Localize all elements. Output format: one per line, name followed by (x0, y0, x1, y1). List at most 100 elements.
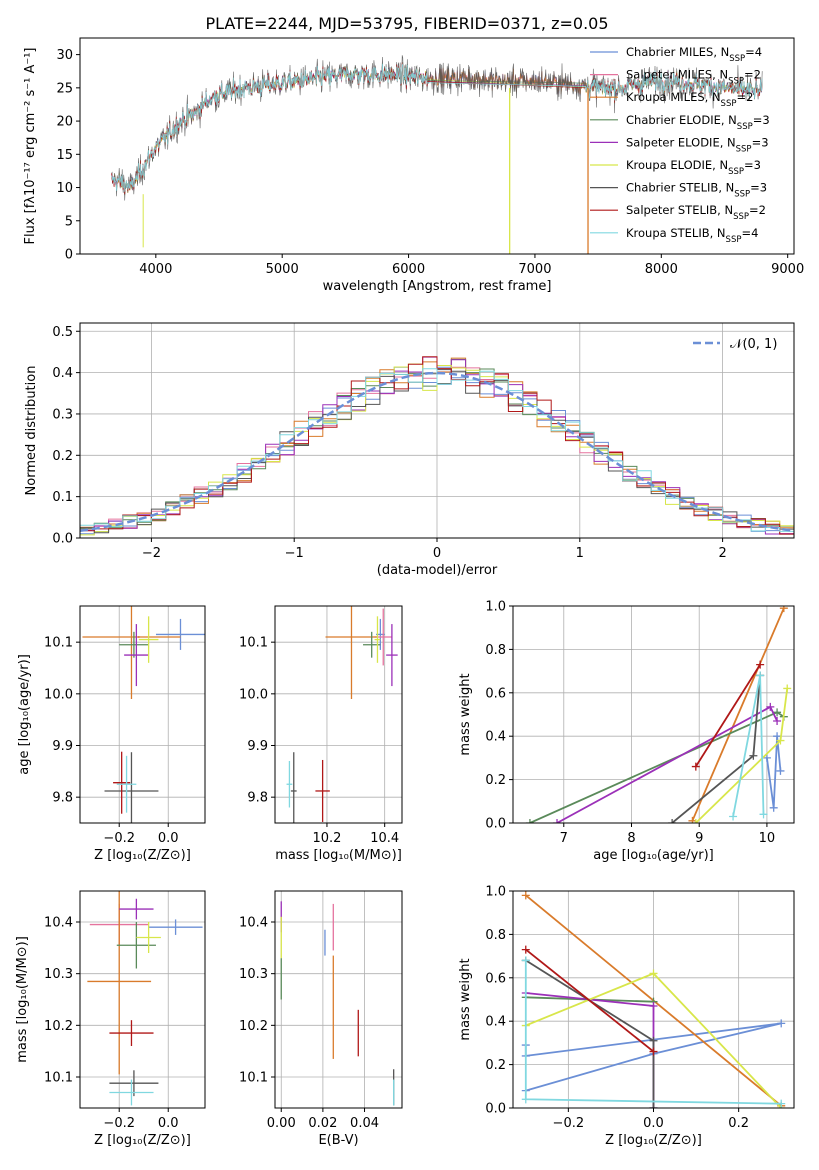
legend-name: Salpeter ELODIE, N (626, 135, 736, 149)
axes-frame (79, 322, 795, 539)
y-tick-label: 0.5 (52, 325, 73, 340)
legend-name: Kroupa STELIB, N (626, 226, 726, 240)
y-tick-label: 9.8 (52, 791, 73, 806)
x-tick-label: 2 (718, 546, 726, 561)
x-tick-label: −0.2 (553, 1116, 585, 1131)
weight-series (521, 945, 658, 1056)
y-tick-label: 0.8 (485, 928, 506, 943)
error-bar-point (119, 631, 149, 658)
legend-entry: Chabrier MILES, NSSP=4 (626, 45, 762, 64)
axes-frame (79, 605, 206, 824)
x-tick-label: −1 (285, 546, 304, 561)
y-tick-label: 10.1 (44, 636, 73, 651)
y-tick-label: 0 (65, 248, 73, 263)
y-tick-label: 9.9 (52, 739, 73, 754)
plus-marker (649, 969, 658, 978)
plus-marker (521, 891, 530, 900)
error-bar-point (116, 755, 137, 813)
histogram-step (80, 368, 794, 532)
y-tick-label: 30 (56, 48, 73, 63)
plus-marker (776, 766, 785, 775)
x-tick-label: 7 (560, 831, 568, 846)
x-tick-label: 6000 (392, 262, 425, 277)
x-tick-label: 10 (759, 831, 776, 846)
y-tick-label: 0.0 (485, 817, 506, 832)
plus-marker (773, 732, 782, 741)
weight-series (729, 671, 768, 821)
x-axis-label: Z [log₁₀(Z/Z⊙)] (94, 1133, 191, 1148)
y-tick-label: 1.0 (485, 885, 506, 900)
error-bar-point (148, 919, 203, 935)
y-tick-label: 10.1 (239, 1071, 268, 1086)
x-axis-label: Z [log₁₀(Z/Z⊙)] (94, 848, 191, 863)
plus-marker (769, 803, 778, 812)
legend-name: Chabrier ELODIE, N (626, 113, 737, 127)
y-axis-label: mass weight (458, 958, 473, 1040)
weight-series (521, 988, 658, 1108)
panel-mass-vs-EBV: 0.00 0.02 0.04 10.1 10.2 10.3 10.4 E(B-V) (239, 890, 403, 1148)
y-tick-label: 10.2 (239, 1019, 268, 1034)
panel-spectrum: 4000 5000 6000 7000 8000 9000 0 5 10 15 20 25 30 wave… (23, 14, 804, 294)
y-tick-label: 10.4 (239, 916, 268, 931)
x-tick-label: 5000 (266, 262, 299, 277)
y-tick-label: 10.3 (44, 967, 73, 982)
plus-marker (521, 1095, 530, 1104)
x-axis-label: E(B-V) (318, 1133, 358, 1148)
x-tick-label: 8000 (645, 262, 678, 277)
y-tick-label: 10.0 (239, 687, 268, 702)
plus-marker (649, 1047, 658, 1056)
error-bar-point (290, 752, 297, 823)
plot-area-age-vs-Z (82, 606, 205, 823)
error-bar-point (325, 606, 378, 699)
legend-name: Chabrier STELIB, N (626, 181, 734, 195)
y-tick-label: 10.1 (239, 636, 268, 651)
y-tick-label: 0.0 (52, 532, 73, 547)
y-tick-label: 0.2 (485, 1058, 506, 1073)
y-tick-label: 0.4 (485, 730, 506, 745)
plus-marker (649, 1036, 658, 1045)
y-tick-label: 15 (56, 148, 73, 163)
plus-marker (525, 819, 534, 823)
legend-entry: Kroupa MILES, NSSP=2 (626, 90, 753, 109)
plus-marker (756, 660, 765, 669)
error-bar-point (374, 616, 381, 663)
y-tick-label: 10.3 (239, 967, 268, 982)
y-tick-label: 1.0 (485, 600, 506, 615)
histogram-step (80, 356, 794, 535)
plot-area-age-vs-mass (286, 606, 398, 823)
error-bar-point (119, 898, 154, 920)
x-axis-label: age [log₁₀(age/yr)] (593, 848, 714, 863)
y-tick-label: 10.1 (44, 1071, 73, 1086)
error-bar-point (113, 751, 131, 814)
normal-reference-curve (80, 371, 792, 533)
plus-marker (691, 819, 700, 823)
error-bar-point (386, 624, 398, 687)
plus-marker (688, 816, 697, 823)
weight-series (688, 606, 788, 823)
legend-sub: SSP (728, 77, 744, 87)
y-tick-label: 0.4 (52, 366, 73, 381)
legend-value: =2 (749, 203, 766, 217)
legend-sub: SSP (733, 212, 749, 222)
y-tick-label: 9.9 (247, 739, 268, 754)
error-bar-point (315, 759, 330, 822)
legend-name: Kroupa MILES, N (626, 90, 721, 104)
legend-entry: Chabrier ELODIE, NSSP=3 (626, 113, 770, 132)
y-tick-label: 0.6 (485, 686, 506, 701)
legend-value: =4 (741, 226, 758, 240)
y-axis-label: mass weight (458, 673, 473, 755)
plus-marker (668, 819, 677, 823)
y-tick-label: 20 (56, 115, 73, 130)
legend-sub: SSP (728, 167, 744, 177)
weight-line (525, 948, 655, 1053)
weight-series (691, 660, 765, 771)
y-tick-label: 0.1 (52, 490, 73, 505)
weight-line (766, 736, 782, 808)
legend: 𝒩(0, 1) (693, 337, 777, 352)
legend-entry: Kroupa STELIB, NSSP=4 (626, 226, 758, 245)
y-axis-label: Normed distribution (24, 366, 39, 496)
error-bar-point (286, 761, 293, 808)
error-bar-point (136, 922, 161, 953)
x-tick-label: 0.04 (350, 1116, 379, 1131)
error-bar-point (109, 1079, 154, 1106)
